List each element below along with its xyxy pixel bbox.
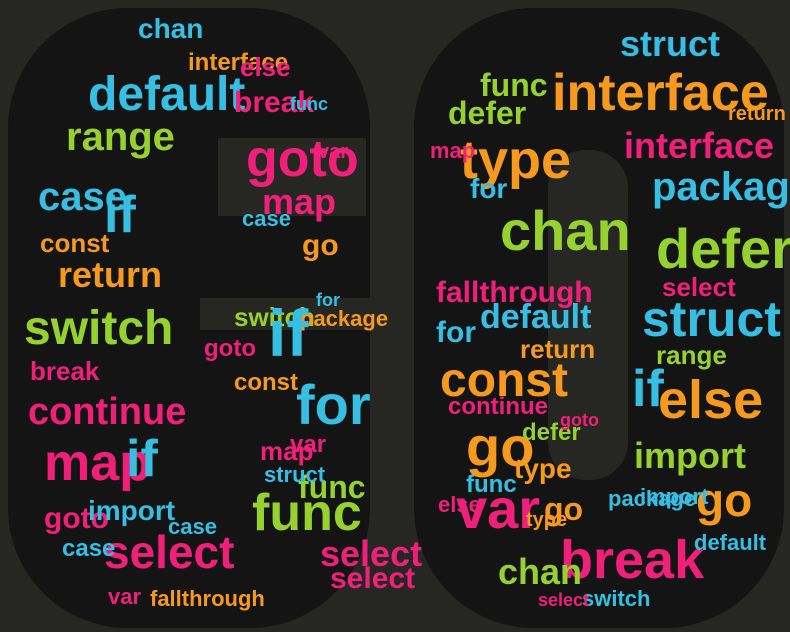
g-letter-word-switch: switch (24, 302, 173, 355)
g-letter-word-switch: switch (234, 302, 315, 332)
o-letter-word-interface: interface (552, 64, 769, 122)
g-letter-word-const: const (234, 369, 298, 396)
g-letter-word-var: var (108, 584, 141, 609)
o-letter-word-package: package (608, 486, 696, 511)
g-letter-word-case: case (62, 535, 115, 562)
g-letter-word-package: package (300, 306, 388, 331)
o-letter-word-go: go (466, 415, 534, 478)
g-letter-word-map: map (44, 434, 151, 492)
g-letter-word-go: go (302, 229, 339, 262)
o-letter-word-return: return (520, 334, 595, 364)
g-letter-word-func: func (252, 484, 362, 542)
o-letter-word-chan: chan (498, 551, 582, 592)
o-letter-word-return: return (728, 103, 786, 125)
o-letter-word-for: for (470, 173, 507, 204)
g-letter-word-if: if (268, 296, 309, 370)
o-letter-word-defer: defer (656, 217, 790, 280)
g-letter-word-map: map (262, 181, 336, 222)
g-letter-word-goto: goto (246, 130, 359, 188)
o-letter-word-if: if (632, 360, 664, 418)
o-letter-word-for: for (436, 316, 476, 349)
o-letter-word-import: import (640, 484, 709, 509)
o-letter-word-goto: goto (560, 410, 599, 430)
g-letter-word-case: case (168, 514, 217, 539)
g-letter-word-case: case (242, 206, 291, 231)
o-letter-word-type: type (460, 130, 571, 190)
o-letter-word-default: default (694, 530, 767, 555)
g-letter-word-for: for (316, 290, 340, 310)
o-letter-word-go: go (696, 474, 752, 526)
g-letter-word-fallthrough: fallthrough (150, 586, 265, 611)
o-letter-word-func: func (466, 471, 517, 498)
o-letter-word-else: else (658, 370, 763, 430)
g-letter-word-goto: goto (204, 335, 256, 362)
g-letter-word-func: func (290, 94, 328, 114)
g-letter-word-default: default (88, 68, 245, 121)
g-letter-word-continue: continue (28, 391, 186, 433)
g-letter-word-map: map (260, 436, 313, 466)
g-letter-word-var: var (318, 141, 348, 163)
o-letter-word-else: else (438, 492, 481, 517)
g-letter-word-select: select (320, 533, 422, 574)
g-letter-word-func: func (298, 469, 366, 505)
o-letter-word-type: type (526, 509, 567, 531)
o-letter-word-var: var (456, 477, 540, 540)
o-letter-word-defer: defer (522, 419, 581, 446)
o-letter-word-chan: chan (500, 199, 631, 262)
g-letter-word-select: select (330, 562, 415, 595)
g-letter-word-chan: chan (138, 13, 203, 44)
g-letter-word-if: if (104, 186, 136, 244)
g-letter-word-return: return (58, 254, 162, 295)
g-letter-word-const: const (40, 228, 110, 258)
o-letter-word-switch: switch (582, 586, 650, 611)
g-letter-word-if: if (126, 430, 158, 488)
o-letter-word-import: import (634, 435, 746, 476)
o-letter-word-select: select (662, 272, 736, 302)
o-letter-word-const: const (440, 354, 568, 407)
g-letter-word-for: for (296, 373, 371, 436)
o-letter-word-go: go (544, 491, 583, 527)
g-letter-word-case: case (38, 175, 127, 219)
o-letter-word-struct: struct (642, 291, 781, 347)
g-letter-word-interface: interface (188, 49, 288, 76)
g-letter-word-break: break (30, 356, 100, 386)
o-letter-word-fallthrough: fallthrough (436, 276, 593, 309)
o-letter-word-package: package (652, 165, 790, 209)
g-letter-word-else: else (240, 52, 291, 82)
o-letter-word-default: default (480, 298, 591, 336)
o-letter-word-struct: struct (620, 23, 720, 64)
o-letter-word-range: range (656, 340, 727, 370)
g-letter-word-import: import (88, 495, 175, 526)
letter-o-shape (414, 8, 784, 628)
g-letter-word-break: break (234, 86, 314, 119)
o-letter-word-type: type (514, 453, 572, 484)
g-letter-word-struct: struct (264, 462, 326, 487)
o-letter-word-continue: continue (448, 393, 548, 420)
letter-g-shape (8, 8, 372, 628)
o-letter-word-break: break (560, 530, 705, 590)
o-letter-word-defer: defer (448, 95, 526, 131)
g-letter-word-goto: goto (44, 502, 109, 535)
o-letter-word-map: map (430, 138, 475, 163)
o-letter-word-func: func (480, 67, 548, 103)
g-letter-word-var: var (290, 431, 326, 458)
o-letter-word-select: select (538, 590, 589, 610)
g-letter-word-select: select (104, 526, 234, 578)
g-letter-word-range: range (66, 115, 175, 159)
o-letter-word-interface: interface (624, 125, 774, 166)
